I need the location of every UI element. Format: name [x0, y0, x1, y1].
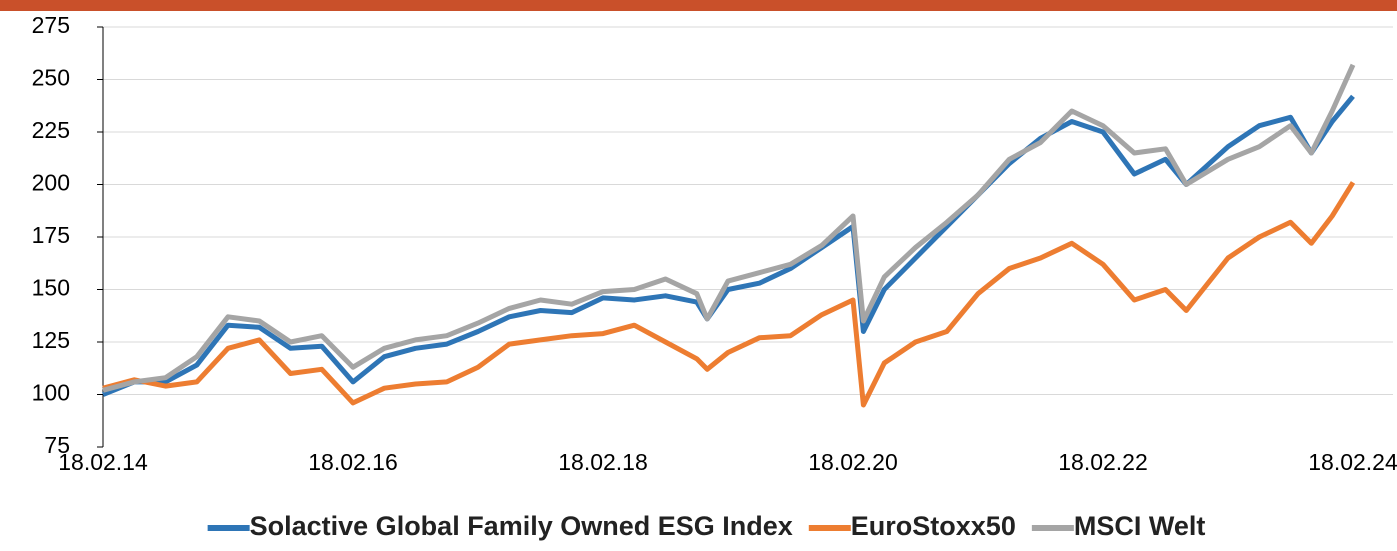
y-tick-label: 75	[44, 432, 70, 458]
x-tick-label: 18.02.16	[308, 449, 398, 475]
y-tick-label: 200	[32, 170, 70, 196]
y-tick-label: 275	[32, 12, 70, 38]
y-tick-label: 100	[32, 380, 70, 406]
x-tick-label: 18.02.18	[558, 449, 648, 475]
x-tick-label: 18.02.24	[1308, 449, 1397, 475]
legend-label: Solactive Global Family Owned ESG Index	[250, 511, 793, 541]
y-tick-label: 225	[32, 117, 70, 143]
legend-label: MSCI Welt	[1074, 511, 1206, 541]
header-band	[0, 0, 1397, 11]
series-line	[102, 181, 1356, 408]
x-tick-label: 18.02.22	[1058, 449, 1148, 475]
series-line	[102, 63, 1356, 393]
x-tick-label: 18.02.20	[808, 449, 898, 475]
legend-label: EuroStoxx50	[851, 511, 1016, 541]
x-tick-label: 18.02.14	[58, 449, 148, 475]
y-tick-label: 150	[32, 275, 70, 301]
y-tick-label: 175	[32, 222, 70, 248]
series-line	[102, 94, 1355, 397]
y-tick-label: 125	[32, 327, 70, 353]
y-tick-label: 250	[32, 65, 70, 91]
